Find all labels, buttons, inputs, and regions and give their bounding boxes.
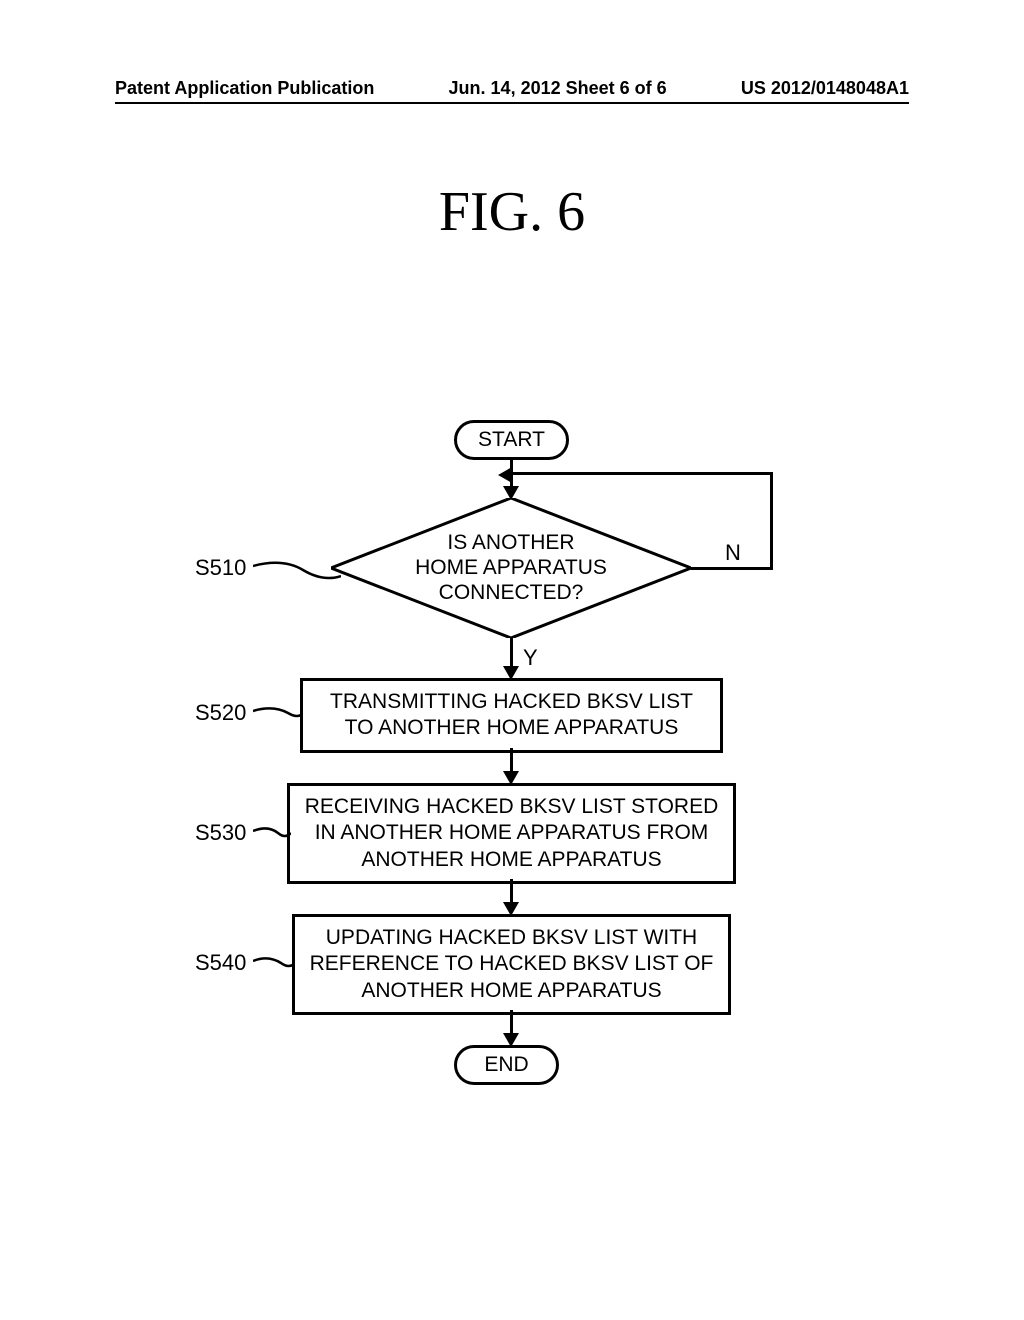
process-s530: RECEIVING HACKED BKSV LIST STOREDIN ANOT… xyxy=(287,783,736,884)
header-right: US 2012/0148048A1 xyxy=(741,78,909,99)
process-s540: UPDATING HACKED BKSV LIST WITHREFERENCE … xyxy=(292,914,731,1015)
end-label: END xyxy=(484,1053,528,1077)
process-s520-text: TRANSMITTING HACKED BKSV LISTTO ANOTHER … xyxy=(330,690,693,739)
end-terminal: END xyxy=(454,1045,559,1085)
header-rule xyxy=(115,102,909,104)
edge-yes-label: Y xyxy=(523,645,538,671)
header-center: Jun. 14, 2012 Sheet 6 of 6 xyxy=(449,78,667,99)
decision-text: IS ANOTHERHOME APPARATUSCONNECTED? xyxy=(415,530,607,606)
label-s510: S510 xyxy=(195,555,246,581)
no-vertical xyxy=(770,472,773,570)
connector-s510 xyxy=(253,558,341,586)
decision-diamond: IS ANOTHERHOME APPARATUSCONNECTED? xyxy=(331,498,691,638)
connector-s530 xyxy=(253,823,291,845)
header-left: Patent Application Publication xyxy=(115,78,374,99)
loopback-head xyxy=(498,467,512,483)
arrow-s520-s530 xyxy=(510,748,513,773)
start-label: START xyxy=(478,428,545,452)
label-s520: S520 xyxy=(195,700,246,726)
label-s540: S540 xyxy=(195,950,246,976)
edge-no-label: N xyxy=(725,540,741,566)
process-s540-text: UPDATING HACKED BKSV LIST WITHREFERENCE … xyxy=(310,926,714,1002)
no-horizontal xyxy=(691,567,773,570)
connector-s520 xyxy=(253,703,303,725)
arrow-decision-s520 xyxy=(510,638,513,668)
figure-title: FIG. 6 xyxy=(0,180,1024,244)
loopback-top xyxy=(511,472,773,475)
process-s520: TRANSMITTING HACKED BKSV LISTTO ANOTHER … xyxy=(300,678,723,753)
arrow-s530-s540 xyxy=(510,879,513,904)
connector-s540 xyxy=(253,953,295,975)
process-s530-text: RECEIVING HACKED BKSV LIST STOREDIN ANOT… xyxy=(305,795,719,871)
arrow-s540-end xyxy=(510,1010,513,1035)
label-s530: S530 xyxy=(195,820,246,846)
start-terminal: START xyxy=(454,420,569,460)
